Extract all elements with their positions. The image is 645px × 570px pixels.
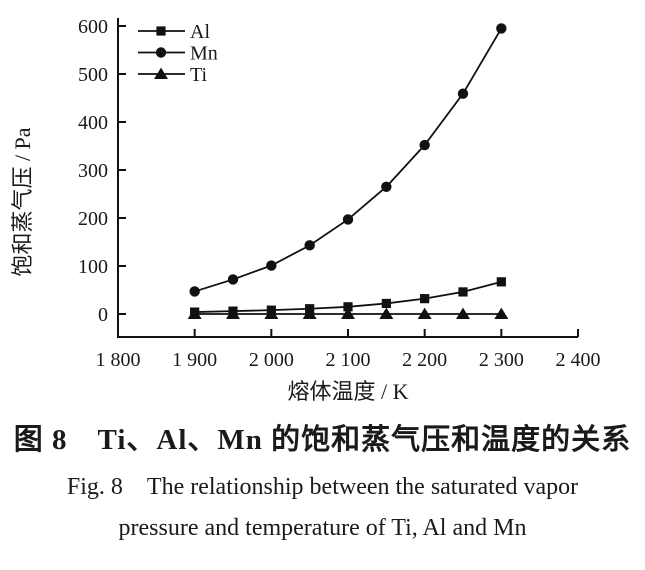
marker-circle-mn <box>266 260 277 271</box>
y-tick-label: 600 <box>78 16 108 38</box>
y-tick-label: 200 <box>78 208 108 230</box>
marker-triangle-ti <box>494 307 509 319</box>
y-tick-label: 0 <box>98 304 108 326</box>
marker-square-al <box>343 302 353 312</box>
marker-circle-mn <box>419 139 430 151</box>
chart-area: 1 800 1 900 2 000 2 100 2 200 2 300 2 400 0 100 2… <box>10 16 601 404</box>
x-tick-label: 1 900 <box>172 349 217 371</box>
marker-square-al <box>420 294 430 304</box>
axes-spines <box>117 18 578 338</box>
y-tick-label: 500 <box>78 64 108 86</box>
figure-caption-english-line1: Fig. 8 The relationship between the satu… <box>66 474 579 501</box>
marker-triangle-ti <box>226 307 240 319</box>
x-axis-title: 熔体温度 / K <box>287 379 408 404</box>
legend-marker-triangle <box>154 67 168 79</box>
legend-label-mn: Mn <box>190 43 218 65</box>
marker-triangle-ti <box>264 307 279 319</box>
vapor-pressure-chart: 1 800 1 900 2 000 2 100 2 200 2 300 2 400 0 100 2… <box>10 16 601 404</box>
figure-caption-english-line2: pressure and temperature of Ti, Al and M… <box>118 515 527 542</box>
y-tick-label: 100 <box>78 256 108 278</box>
series-line-mn <box>194 27 503 293</box>
legend-item-ti: Ti <box>138 64 208 86</box>
marker-triangle-ti <box>417 307 432 319</box>
marker-triangle-ti <box>187 307 202 319</box>
series-mn <box>189 23 507 297</box>
marker-circle-mn <box>227 274 239 285</box>
series-ti <box>187 307 509 319</box>
legend-item-al: Al <box>138 21 210 43</box>
marker-triangle-ti <box>341 307 355 319</box>
marker-circle-mn <box>381 181 392 192</box>
x-tick-label: 1 800 <box>96 349 141 371</box>
figure-caption-chinese: 图 8 Ti、Al、Mn 的饱和蒸气压和温度的关系 <box>13 424 632 456</box>
marker-circle-mn <box>304 240 315 251</box>
x-tick-label: 2 100 <box>326 349 371 371</box>
legend-label-al: Al <box>190 21 210 43</box>
x-tick-label: 2 300 <box>479 349 524 371</box>
marker-triangle-ti <box>456 307 470 319</box>
marker-square-al <box>381 298 391 309</box>
y-tick-label: 400 <box>78 112 108 134</box>
x-tick-label: 2 200 <box>402 349 447 371</box>
marker-circle-mn <box>189 286 200 297</box>
marker-triangle-ti <box>302 307 317 319</box>
y-tick-label: 300 <box>78 160 108 182</box>
x-tick-label: 2 400 <box>556 349 601 371</box>
marker-circle-mn <box>342 214 354 225</box>
marker-square-al <box>458 287 468 297</box>
x-tick-label: 2 000 <box>249 349 294 371</box>
legend-marker-square <box>156 26 166 36</box>
marker-circle-mn <box>457 88 469 99</box>
y-axis-title: 饱和蒸气压 / Pa <box>10 127 35 276</box>
legend-item-mn: Mn <box>138 43 218 65</box>
marker-circle-mn <box>496 23 507 34</box>
legend-marker-circle <box>155 47 167 58</box>
marker-square-al <box>496 277 506 287</box>
legend-label-ti: Ti <box>190 64 208 86</box>
marker-triangle-ti <box>379 307 394 319</box>
